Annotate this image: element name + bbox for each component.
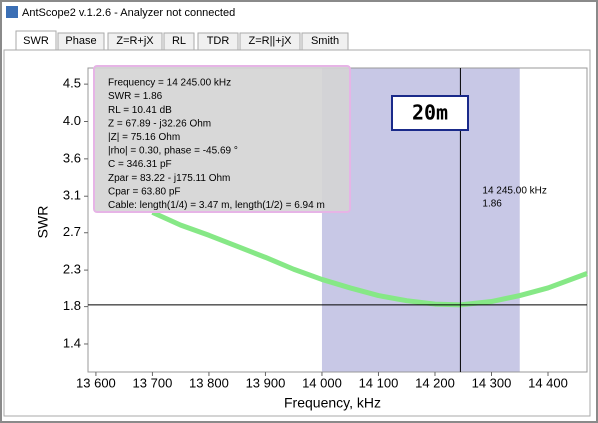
x-axis-label: Frequency, kHz: [284, 395, 381, 411]
info-line: C = 346.31 pF: [108, 159, 172, 170]
info-line: RL = 10.41 dB: [108, 105, 172, 116]
tab-label[interactable]: Phase: [65, 35, 96, 47]
y-tick-label: 3.1: [63, 188, 81, 203]
info-line: Z = 67.89 - j32.26 Ohm: [108, 118, 211, 129]
y-tick-label: 1.4: [63, 335, 81, 350]
tab-label[interactable]: RL: [172, 35, 186, 47]
info-line: |Z| = 75.16 Ohm: [108, 132, 180, 143]
tab-label[interactable]: Z=R+jX: [116, 35, 154, 47]
x-tick-label: 14 100: [359, 375, 399, 390]
tab-label[interactable]: SWR: [23, 35, 49, 47]
window-title: AntScope2 v.1.2.6 - Analyzer not connect…: [22, 7, 235, 19]
y-tick-label: 3.6: [63, 150, 81, 165]
tab[interactable]: [57, 32, 105, 51]
y-tick-label: 4.5: [63, 76, 81, 91]
x-tick-label: 14 200: [415, 375, 455, 390]
band-label-box: [391, 95, 469, 131]
x-tick-label: 13 600: [76, 375, 116, 390]
tab[interactable]: [301, 32, 349, 51]
info-line: Cpar = 63.80 pF: [108, 186, 181, 197]
tab-label[interactable]: TDR: [207, 35, 230, 47]
info-line: Cable: length(1/4) = 3.47 m, length(1/2)…: [108, 200, 325, 211]
info-box: [93, 65, 351, 213]
info-line: Frequency = 14 245.00 kHz: [108, 78, 231, 89]
x-tick-label: 13 900: [246, 375, 286, 390]
band-label: 20m: [412, 101, 448, 125]
x-tick-label: 13 800: [189, 375, 229, 390]
tab-label[interactable]: Z=R||+jX: [248, 35, 292, 47]
y-tick-label: 4.0: [63, 113, 81, 128]
y-tick-label: 1.8: [63, 298, 81, 313]
app-icon: [6, 6, 18, 18]
marker-swr-label: 1.86: [482, 199, 502, 210]
tab[interactable]: [239, 32, 301, 51]
x-tick-label: 14 000: [302, 375, 342, 390]
tab[interactable]: [15, 30, 57, 51]
x-tick-label: 13 700: [133, 375, 173, 390]
info-line: Zpar = 83.22 - j175.11 Ohm: [108, 173, 230, 184]
y-tick-label: 2.3: [63, 262, 81, 277]
marker-frequency-label: 14 245.00 kHz: [482, 186, 546, 197]
x-tick-label: 14 300: [472, 375, 512, 390]
y-tick-label: 2.7: [63, 224, 81, 239]
tab[interactable]: [197, 32, 239, 51]
x-tick-label: 14 400: [528, 375, 568, 390]
tab-label[interactable]: Smith: [311, 35, 339, 47]
y-axis-label: SWR: [35, 206, 51, 239]
tab[interactable]: [163, 32, 195, 51]
swr-curve: [151, 210, 588, 308]
info-line: |rho| = 0.30, phase = -45.69 °: [108, 146, 238, 157]
tab[interactable]: [107, 32, 163, 51]
info-line: SWR = 1.86: [108, 91, 163, 102]
